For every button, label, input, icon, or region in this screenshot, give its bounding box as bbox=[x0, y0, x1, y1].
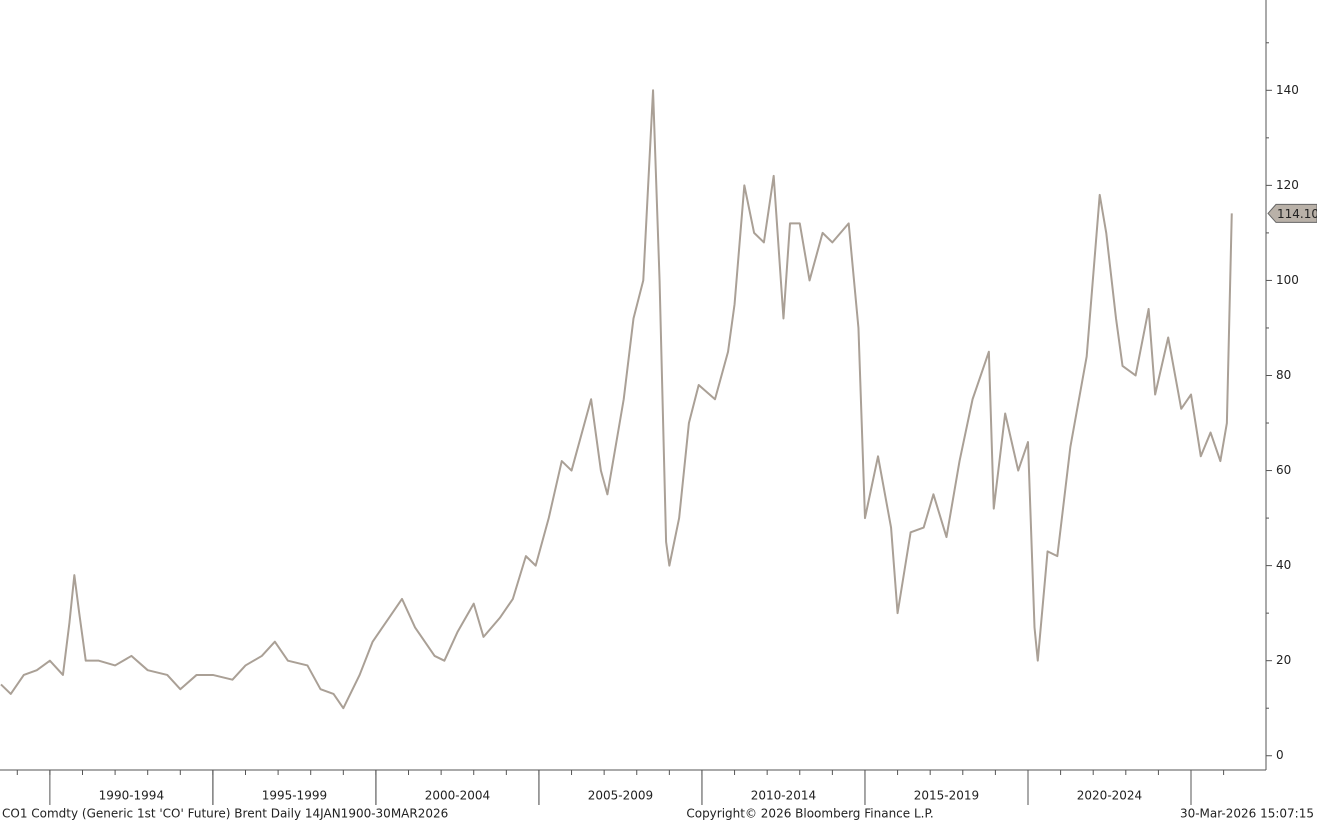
footer-left: CO1 Comdty (Generic 1st 'CO' Future) Bre… bbox=[2, 807, 448, 821]
y-tick-label: 120 bbox=[1276, 178, 1299, 192]
y-tick-label: 40 bbox=[1276, 558, 1291, 572]
last-value-label: 114.10 bbox=[1277, 207, 1317, 221]
x-band-label: 2005-2009 bbox=[588, 789, 653, 803]
x-band-label: 1995-1999 bbox=[262, 789, 327, 803]
y-tick-label: 20 bbox=[1276, 653, 1291, 667]
last-value-tag bbox=[1267, 203, 1317, 223]
y-tick-label: 0 bbox=[1276, 748, 1284, 762]
x-band-label: 1990-1994 bbox=[99, 789, 164, 803]
y-tick-label: 60 bbox=[1276, 463, 1291, 477]
x-band-label: 2020-2024 bbox=[1077, 789, 1142, 803]
x-band-label: 2010-2014 bbox=[751, 789, 816, 803]
x-band-label: 2000-2004 bbox=[425, 789, 490, 803]
y-tick-label: 80 bbox=[1276, 368, 1291, 382]
footer-center: Copyright© 2026 Bloomberg Finance L.P. bbox=[686, 807, 933, 821]
y-tick-label: 100 bbox=[1276, 273, 1299, 287]
x-band-label: 2015-2019 bbox=[914, 789, 979, 803]
footer-right: 30-Mar-2026 15:07:15 bbox=[1180, 807, 1314, 821]
price-line bbox=[0, 89, 1233, 710]
y-tick-label: 140 bbox=[1276, 83, 1299, 97]
